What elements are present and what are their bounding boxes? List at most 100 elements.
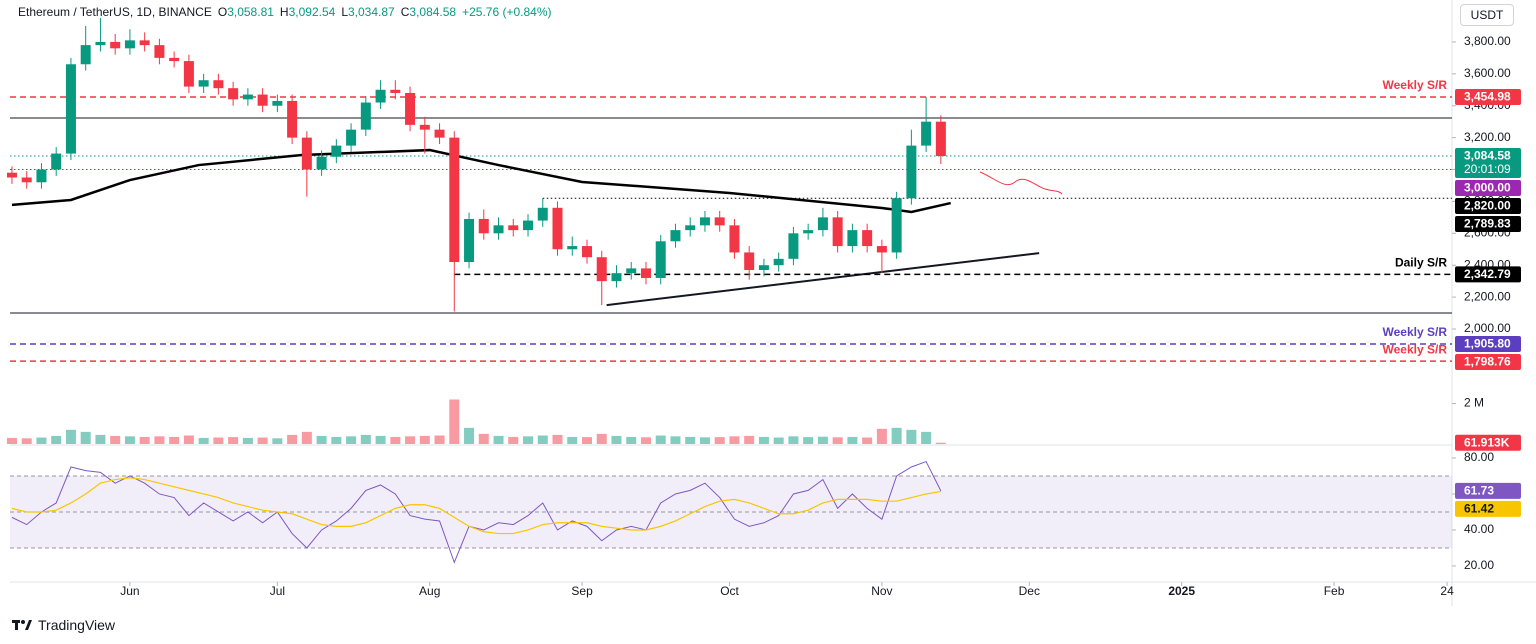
- volume-bar: [876, 428, 887, 444]
- candle-body: [464, 218, 475, 263]
- price-label: 2,820.00: [1464, 199, 1511, 213]
- volume-bar: [139, 436, 150, 444]
- volume-bar: [935, 442, 946, 444]
- volume-bar: [6, 437, 17, 444]
- volume-bar: [773, 437, 784, 444]
- candle-body: [242, 94, 253, 100]
- ohlc-item: H3,092.54: [280, 5, 335, 19]
- volume-bar: [228, 437, 239, 444]
- ohlc-key: C: [400, 5, 410, 19]
- volume-bar: [640, 437, 651, 444]
- candle-body: [65, 64, 76, 154]
- volume-bar: [242, 437, 253, 444]
- brand: TradingView: [12, 617, 115, 633]
- x-tick-label: Sep: [571, 584, 593, 598]
- candle-body: [95, 41, 106, 46]
- volume-bar: [316, 435, 327, 444]
- level-name: Weekly S/R: [1383, 342, 1448, 356]
- candle-body: [213, 80, 224, 89]
- price-label-box: [1455, 266, 1521, 283]
- volume-bar: [921, 431, 932, 444]
- candle-body: [183, 61, 194, 87]
- volume-bar: [110, 435, 121, 444]
- candle-body: [832, 217, 843, 247]
- candle-body: [567, 246, 578, 250]
- volume-bar: [21, 438, 32, 444]
- rsi-line: [11, 460, 942, 564]
- price-label: 3,454.98: [1464, 90, 1511, 104]
- volume-bar: [154, 436, 165, 444]
- volume-bar: [65, 429, 76, 444]
- currency-button[interactable]: USDT: [1460, 4, 1514, 26]
- projection-path: [979, 171, 1063, 195]
- candle-body: [523, 220, 534, 231]
- price-label: 1,905.80: [1464, 337, 1511, 351]
- volume-bar: [803, 437, 814, 444]
- candle-body: [331, 145, 342, 157]
- price-label-box: [1455, 482, 1521, 499]
- volume-bar: [301, 431, 312, 444]
- candle-body: [434, 129, 445, 138]
- candle-body: [729, 225, 740, 253]
- volume-bar: [434, 435, 445, 444]
- candle-body: [935, 121, 946, 157]
- volume-bar: [272, 438, 283, 444]
- candle-body: [36, 169, 47, 183]
- y-tick-label: 80.00: [1464, 450, 1494, 464]
- volume-bar: [493, 435, 504, 444]
- candle-body: [449, 137, 460, 263]
- volume-bar: [685, 436, 696, 444]
- x-tick-label: Nov: [871, 584, 892, 598]
- volume-bar: [346, 436, 357, 444]
- candle-body: [346, 129, 357, 146]
- candle-body: [21, 177, 32, 183]
- price-label-box: [1455, 216, 1521, 233]
- volume-bar: [567, 436, 578, 444]
- candle-body: [611, 273, 622, 282]
- volume-bar: [405, 436, 416, 444]
- price-label-box: [1455, 336, 1521, 353]
- ohlc-value: 3,058.81: [227, 5, 274, 19]
- symbol-header: Ethereum / TetherUS, 1D, BINANCE O3,058.…: [18, 5, 552, 19]
- ohlc-item: L3,034.87: [341, 5, 394, 19]
- volume-bar: [552, 434, 563, 444]
- volume-bar: [626, 436, 637, 444]
- candle-body: [906, 145, 917, 199]
- candle-body: [862, 230, 873, 247]
- candle-body: [581, 246, 592, 258]
- volume-bar: [257, 437, 268, 444]
- candle-body: [405, 92, 416, 125]
- candle-body: [803, 230, 814, 234]
- volume-bar: [788, 436, 799, 444]
- x-tick-label: Jul: [270, 584, 285, 598]
- y-tick-label: 20.00: [1464, 558, 1494, 572]
- y-tick-label: 3,600.00: [1464, 66, 1511, 80]
- candle-body: [640, 268, 651, 278]
- x-tick-label: Feb: [1324, 584, 1345, 598]
- volume-bar: [596, 433, 607, 444]
- volume-bar: [464, 427, 475, 444]
- price-label-box: [1455, 434, 1521, 451]
- price-label: 3,000.00: [1464, 181, 1511, 195]
- volume-bar: [655, 435, 666, 444]
- candle-body: [817, 217, 828, 231]
- moving-average: [11, 148, 951, 214]
- candle-body: [773, 258, 784, 266]
- volume-bar: [169, 436, 180, 444]
- candle-body: [51, 153, 62, 170]
- x-tick-label: Dec: [1019, 584, 1040, 598]
- volume-bar: [537, 435, 548, 444]
- candle-body: [287, 100, 298, 138]
- price-label-box: [1455, 88, 1521, 105]
- volume-bar: [51, 435, 62, 444]
- candle-body: [6, 172, 17, 178]
- volume-bar: [817, 436, 828, 444]
- candle-body: [272, 100, 283, 106]
- volume-bar: [449, 399, 460, 444]
- candle-body: [375, 89, 386, 103]
- price-label: 1,798.76: [1464, 355, 1511, 369]
- ohlc-item: O3,058.81: [218, 5, 274, 19]
- candle-body: [80, 45, 91, 65]
- x-tick-label: 24: [1440, 584, 1454, 598]
- y-tick-label: 3,200.00: [1464, 130, 1511, 144]
